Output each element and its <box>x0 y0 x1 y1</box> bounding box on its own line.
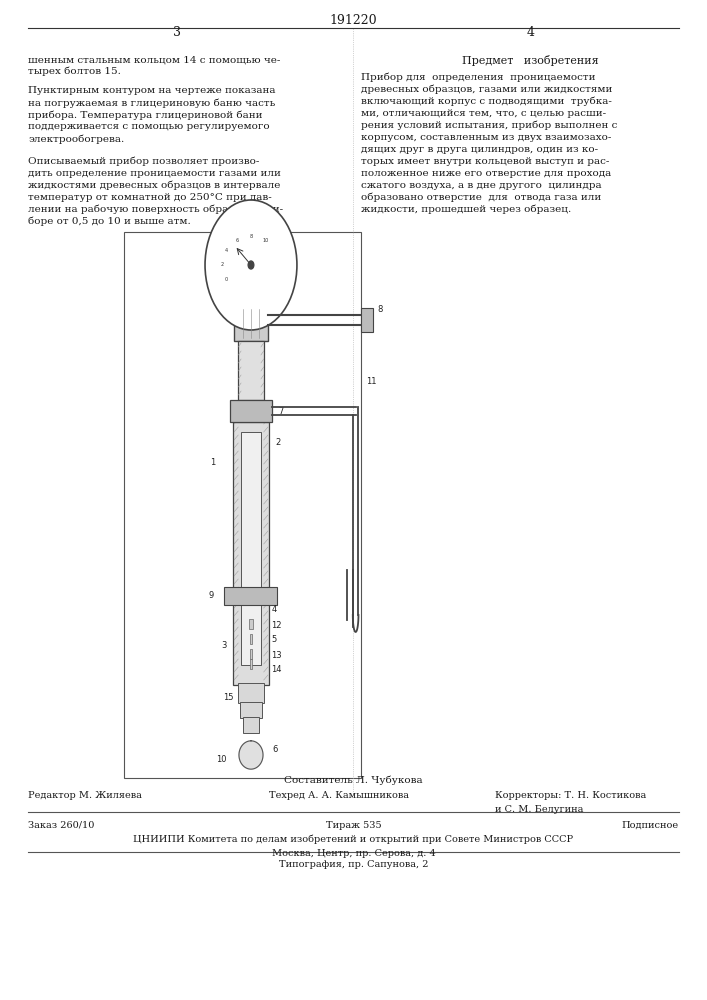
Circle shape <box>205 200 297 330</box>
FancyBboxPatch shape <box>241 432 261 665</box>
Text: 10: 10 <box>216 756 226 764</box>
Text: тырех болтов 15.: тырех болтов 15. <box>28 67 121 77</box>
FancyBboxPatch shape <box>234 306 268 341</box>
Text: 15: 15 <box>223 692 233 702</box>
Text: Редактор М. Жиляева: Редактор М. Жиляева <box>28 791 142 800</box>
Text: 6: 6 <box>272 744 278 754</box>
Text: и С. М. Белугина: и С. М. Белугина <box>495 805 583 814</box>
Text: 1: 1 <box>211 458 216 467</box>
Text: 4: 4 <box>526 26 534 39</box>
Text: 3: 3 <box>173 26 181 39</box>
Text: корпусом, составленным из двух взаимозахо-: корпусом, составленным из двух взаимозах… <box>361 133 611 142</box>
Text: 3: 3 <box>221 640 227 650</box>
Text: 191220: 191220 <box>329 14 378 27</box>
Text: 5: 5 <box>271 636 276 644</box>
Text: 9: 9 <box>209 591 214 600</box>
Text: поддерживается с помощью регулируемого: поддерживается с помощью регулируемого <box>28 122 270 131</box>
Text: шенным стальным кольцом 14 с помощью че-: шенным стальным кольцом 14 с помощью че- <box>28 55 281 64</box>
Text: 10: 10 <box>262 238 269 243</box>
Text: 8: 8 <box>378 305 383 314</box>
Text: торых имеет внутри кольцевой выступ и рас-: торых имеет внутри кольцевой выступ и ра… <box>361 157 609 166</box>
Text: 2: 2 <box>221 262 224 267</box>
Text: лении на рабочую поверхность образца в при-: лении на рабочую поверхность образца в п… <box>28 205 284 215</box>
FancyBboxPatch shape <box>250 659 252 669</box>
Text: Типография, пр. Сапунова, 2: Типография, пр. Сапунова, 2 <box>279 860 428 869</box>
FancyBboxPatch shape <box>243 717 259 733</box>
Text: Пунктирным контуром на чертеже показана: Пунктирным контуром на чертеже показана <box>28 86 276 95</box>
Text: жидкости, прошедшей через образец.: жидкости, прошедшей через образец. <box>361 205 571 215</box>
FancyBboxPatch shape <box>250 649 252 659</box>
Text: 11: 11 <box>366 376 377 385</box>
Text: на погружаемая в глицериновую баню часть: на погружаемая в глицериновую баню часть <box>28 98 276 107</box>
Text: Заказ 260/10: Заказ 260/10 <box>28 821 95 830</box>
Text: Прибор для  определения  проницаемости: Прибор для определения проницаемости <box>361 73 595 83</box>
Text: включающий корпус с подводящими  трубка-: включающий корпус с подводящими трубка- <box>361 97 612 106</box>
Text: рения условий испытания, прибор выполнен с: рения условий испытания, прибор выполнен… <box>361 121 617 130</box>
Text: ЦНИИПИ Комитета по делам изобретений и открытий при Совете Министров СССР: ЦНИИПИ Комитета по делам изобретений и о… <box>134 834 573 844</box>
Text: боре от 0,5 до 10 и выше атм.: боре от 0,5 до 10 и выше атм. <box>28 217 191 227</box>
Text: Техред А. А. Камышникова: Техред А. А. Камышникова <box>269 791 409 800</box>
FancyBboxPatch shape <box>250 634 252 644</box>
Text: 0: 0 <box>225 277 228 282</box>
Text: Москва, Центр, пр. Серова, д. 4: Москва, Центр, пр. Серова, д. 4 <box>271 849 436 858</box>
FancyBboxPatch shape <box>240 702 262 718</box>
FancyBboxPatch shape <box>224 587 277 605</box>
Text: 6: 6 <box>235 238 238 243</box>
Text: Предмет   изобретения: Предмет изобретения <box>462 55 599 66</box>
Text: 13: 13 <box>271 650 282 660</box>
FancyBboxPatch shape <box>238 683 264 703</box>
Text: Описываемый прибор позволяет произво-: Описываемый прибор позволяет произво- <box>28 157 259 166</box>
Text: электрообогрева.: электрообогрева. <box>28 134 124 143</box>
FancyBboxPatch shape <box>238 341 264 400</box>
Text: жидкостями древесных образцов в интервале: жидкостями древесных образцов в интервал… <box>28 181 281 190</box>
Text: 4: 4 <box>225 248 228 253</box>
Text: Составитель Л. Чубукова: Составитель Л. Чубукова <box>284 776 423 785</box>
Text: 14: 14 <box>271 666 282 674</box>
Text: 4: 4 <box>271 605 276 614</box>
Polygon shape <box>239 741 263 769</box>
Text: 2: 2 <box>276 438 281 447</box>
Text: сжатого воздуха, а в дне другого  цилиндра: сжатого воздуха, а в дне другого цилиндр… <box>361 181 601 190</box>
Text: дящих друг в друга цилиндров, один из ко-: дящих друг в друга цилиндров, один из ко… <box>361 145 597 154</box>
Text: ми, отличающийся тем, что, с целью расши-: ми, отличающийся тем, что, с целью расши… <box>361 109 606 118</box>
FancyBboxPatch shape <box>361 308 373 332</box>
Text: дить определение проницаемости газами или: дить определение проницаемости газами ил… <box>28 169 281 178</box>
FancyBboxPatch shape <box>230 400 272 422</box>
Text: 8: 8 <box>250 234 252 239</box>
Text: температур от комнатной до 250°C при дав-: температур от комнатной до 250°C при дав… <box>28 193 272 202</box>
Text: древесных образцов, газами или жидкостями: древесных образцов, газами или жидкостям… <box>361 85 612 95</box>
Circle shape <box>248 261 254 269</box>
Text: Подписное: Подписное <box>621 821 679 830</box>
Text: образовано отверстие  для  отвода газа или: образовано отверстие для отвода газа или <box>361 193 601 202</box>
Text: Корректоры: Т. Н. Костикова: Корректоры: Т. Н. Костикова <box>495 791 646 800</box>
Text: 12: 12 <box>271 620 282 630</box>
FancyBboxPatch shape <box>249 619 253 629</box>
Text: положенное ниже его отверстие для прохода: положенное ниже его отверстие для проход… <box>361 169 611 178</box>
Text: Тираж 535: Тираж 535 <box>326 821 381 830</box>
FancyBboxPatch shape <box>233 422 269 685</box>
Text: прибора. Температура глицериновой бани: прибора. Температура глицериновой бани <box>28 110 263 119</box>
Text: 7: 7 <box>278 406 284 416</box>
